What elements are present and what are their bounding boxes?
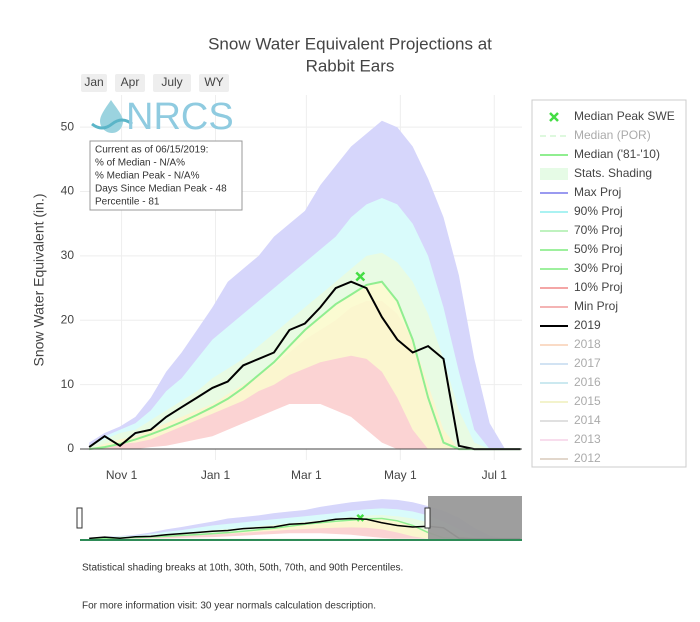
band-area-mini xyxy=(89,527,521,539)
legend-label[interactable]: 2018 xyxy=(574,337,601,351)
y-tick-label: 10 xyxy=(61,377,75,391)
x-tick-label: May 1 xyxy=(384,468,417,482)
legend-item[interactable]: 2014 xyxy=(540,413,601,427)
legend-label[interactable]: 30% Proj xyxy=(574,261,623,275)
legend-box xyxy=(531,99,687,468)
legend-item[interactable]: Median Peak SWE xyxy=(549,109,675,123)
legend-item[interactable]: 2015 xyxy=(540,394,601,408)
legend-label[interactable]: Median Peak SWE xyxy=(574,109,675,123)
legend-label[interactable]: 2012 xyxy=(574,451,601,465)
range-button[interactable] xyxy=(115,74,145,92)
y-tick-label: 50 xyxy=(61,119,75,133)
band-area xyxy=(89,404,521,450)
logo: NRCS xyxy=(91,96,234,138)
band-area xyxy=(89,355,521,450)
legend-item[interactable]: 2013 xyxy=(540,432,601,446)
info-line: % of Median - N/A% xyxy=(95,158,185,169)
legend-label[interactable]: 2013 xyxy=(574,432,601,446)
legend-item[interactable]: Min Proj xyxy=(540,299,618,313)
legend-item[interactable]: 50% Proj xyxy=(540,242,623,256)
legend-item[interactable]: 90% Proj xyxy=(540,204,623,218)
peak-marker xyxy=(355,271,366,282)
legend-item[interactable]: 2016 xyxy=(540,375,601,389)
legend-item[interactable]: 2012 xyxy=(540,451,601,465)
y-tick-label: 40 xyxy=(61,184,75,198)
chart-title: Rabbit Ears xyxy=(306,56,395,75)
legend-label[interactable]: 2015 xyxy=(574,394,601,408)
chart-title: Snow Water Equivalent Projections at xyxy=(208,34,492,53)
info-box xyxy=(89,140,243,211)
legend-label[interactable]: 50% Proj xyxy=(574,242,623,256)
legend-label[interactable]: 10% Proj xyxy=(574,280,623,294)
slider-mask xyxy=(428,496,522,540)
legend-item[interactable]: 2019 xyxy=(540,318,601,332)
legend-item[interactable]: 2018 xyxy=(540,337,601,351)
logo-text: NRCS xyxy=(126,96,234,138)
range-slider xyxy=(76,496,522,541)
legend-label[interactable]: Min Proj xyxy=(574,299,618,313)
range-button-label[interactable]: Jan xyxy=(84,75,103,89)
range-button-label[interactable]: Apr xyxy=(121,75,140,89)
legend-symbol xyxy=(549,112,559,122)
plot-area xyxy=(80,95,522,460)
x-tick-label: Jan 1 xyxy=(201,468,231,482)
footnote: Statistical shading breaks at 10th, 30th… xyxy=(82,563,403,574)
band-area-mini xyxy=(89,533,521,539)
series-line xyxy=(88,280,521,451)
slider-handle[interactable] xyxy=(424,507,431,529)
range-button[interactable] xyxy=(81,74,107,92)
legend-item[interactable]: Max Proj xyxy=(540,185,621,199)
footnote: For more information visit: 30 year norm… xyxy=(82,601,376,612)
range-button-label[interactable]: WY xyxy=(204,75,223,89)
legend-label[interactable]: 2014 xyxy=(574,413,601,427)
range-button-label[interactable]: July xyxy=(161,75,182,89)
legend-item[interactable]: 30% Proj xyxy=(540,261,623,275)
legend-label[interactable]: 2017 xyxy=(574,356,601,370)
legend-label[interactable]: 2019 xyxy=(574,318,601,332)
legend-item[interactable]: 2017 xyxy=(540,356,601,370)
legend-label[interactable]: 90% Proj xyxy=(574,204,623,218)
info-line: Days Since Median Peak - 48 xyxy=(95,184,227,195)
legend-label[interactable]: 2016 xyxy=(574,375,601,389)
info-line: Percentile - 81 xyxy=(95,197,160,208)
x-tick-label: Mar 1 xyxy=(291,468,322,482)
legend-label[interactable]: 70% Proj xyxy=(574,223,623,237)
series-line xyxy=(89,280,521,451)
y-tick-label: 0 xyxy=(67,441,74,455)
legend-label[interactable]: Median (POR) xyxy=(574,128,651,142)
legend-label[interactable]: Median ('81-'10) xyxy=(574,147,660,161)
y-tick-label: 30 xyxy=(61,248,75,262)
range-button[interactable] xyxy=(199,74,229,92)
legend-label[interactable]: Max Proj xyxy=(574,185,621,199)
x-tick-label: Nov 1 xyxy=(106,468,138,482)
legend-label[interactable]: Stats. Shading xyxy=(574,166,652,180)
info-line: % Median Peak - N/A% xyxy=(95,171,200,182)
logo-wave xyxy=(91,118,133,130)
y-axis-title: Snow Water Equivalent (in.) xyxy=(31,194,47,367)
legend-item[interactable]: Median ('81-'10) xyxy=(540,147,660,161)
range-button[interactable] xyxy=(153,74,191,92)
legend-item[interactable]: Stats. Shading xyxy=(540,166,652,180)
info-line: Current as of 06/15/2019: xyxy=(95,145,208,156)
legend-item[interactable]: 70% Proj xyxy=(540,223,623,237)
legend-item[interactable]: 10% Proj xyxy=(540,280,623,294)
x-tick-label: Jul 1 xyxy=(482,468,508,482)
logo-drop xyxy=(100,100,123,133)
slider-handle[interactable] xyxy=(76,507,83,529)
y-tick-label: 20 xyxy=(61,312,75,326)
legend-item[interactable]: Median (POR) xyxy=(540,128,651,142)
legend-symbol xyxy=(540,168,568,180)
